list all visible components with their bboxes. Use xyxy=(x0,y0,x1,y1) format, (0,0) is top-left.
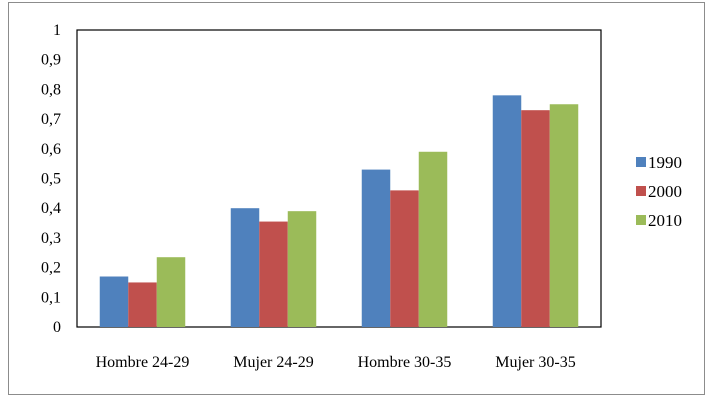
bar-2000-3 xyxy=(521,110,550,327)
legend-label-1990: 1990 xyxy=(648,153,682,172)
x-category-label: Hombre 30-35 xyxy=(358,354,452,371)
y-tick-label: 0,1 xyxy=(41,289,61,306)
y-tick-label: 0,5 xyxy=(41,171,61,188)
bar-2000-2 xyxy=(390,190,419,327)
legend-swatch-1990 xyxy=(636,157,646,167)
plot-area xyxy=(76,29,602,328)
legend-label-2010: 2010 xyxy=(648,211,682,230)
y-tick-label: 0 xyxy=(53,319,61,336)
bar-2010-2 xyxy=(418,151,448,327)
bar-1990-1 xyxy=(230,208,260,327)
legend-swatch-2000 xyxy=(636,186,646,196)
y-tick-label: 0,3 xyxy=(41,230,61,247)
x-category-label: Hombre 24-29 xyxy=(96,354,190,371)
bar-1990-0 xyxy=(99,276,129,327)
y-axis-ticks: 0 0,1 0,2 0,3 0,4 0,5 0,6 0,7 0,8 0,9 1 xyxy=(41,22,61,336)
bar-1990-2 xyxy=(361,169,391,327)
y-tick-label: 0,4 xyxy=(41,200,61,217)
bars xyxy=(99,95,579,327)
legend: 1990 2000 2010 xyxy=(636,153,682,230)
chart-frame xyxy=(8,2,705,395)
bar-2010-1 xyxy=(287,211,317,327)
y-tick-label: 0,6 xyxy=(41,141,61,158)
y-tick-label: 1 xyxy=(53,22,61,39)
x-category-label: Mujer 24-29 xyxy=(233,354,313,371)
legend-label-2000: 2000 xyxy=(648,182,682,201)
bar-2000-1 xyxy=(259,221,288,327)
y-tick-label: 0,9 xyxy=(41,52,61,69)
y-tick-label: 0,8 xyxy=(41,81,61,98)
y-tick-label: 0,2 xyxy=(41,260,61,277)
legend-swatch-2010 xyxy=(636,215,646,225)
bar-2000-0 xyxy=(128,282,157,327)
y-tick-label: 0,7 xyxy=(41,111,61,128)
x-axis-labels: Hombre 24-29 Mujer 24-29 Hombre 30-35 Mujer… xyxy=(96,354,576,371)
bar-2010-3 xyxy=(549,104,579,327)
bar-2010-0 xyxy=(156,257,186,327)
bar-1990-3 xyxy=(492,95,522,327)
x-category-label: Mujer 30-35 xyxy=(495,354,575,371)
